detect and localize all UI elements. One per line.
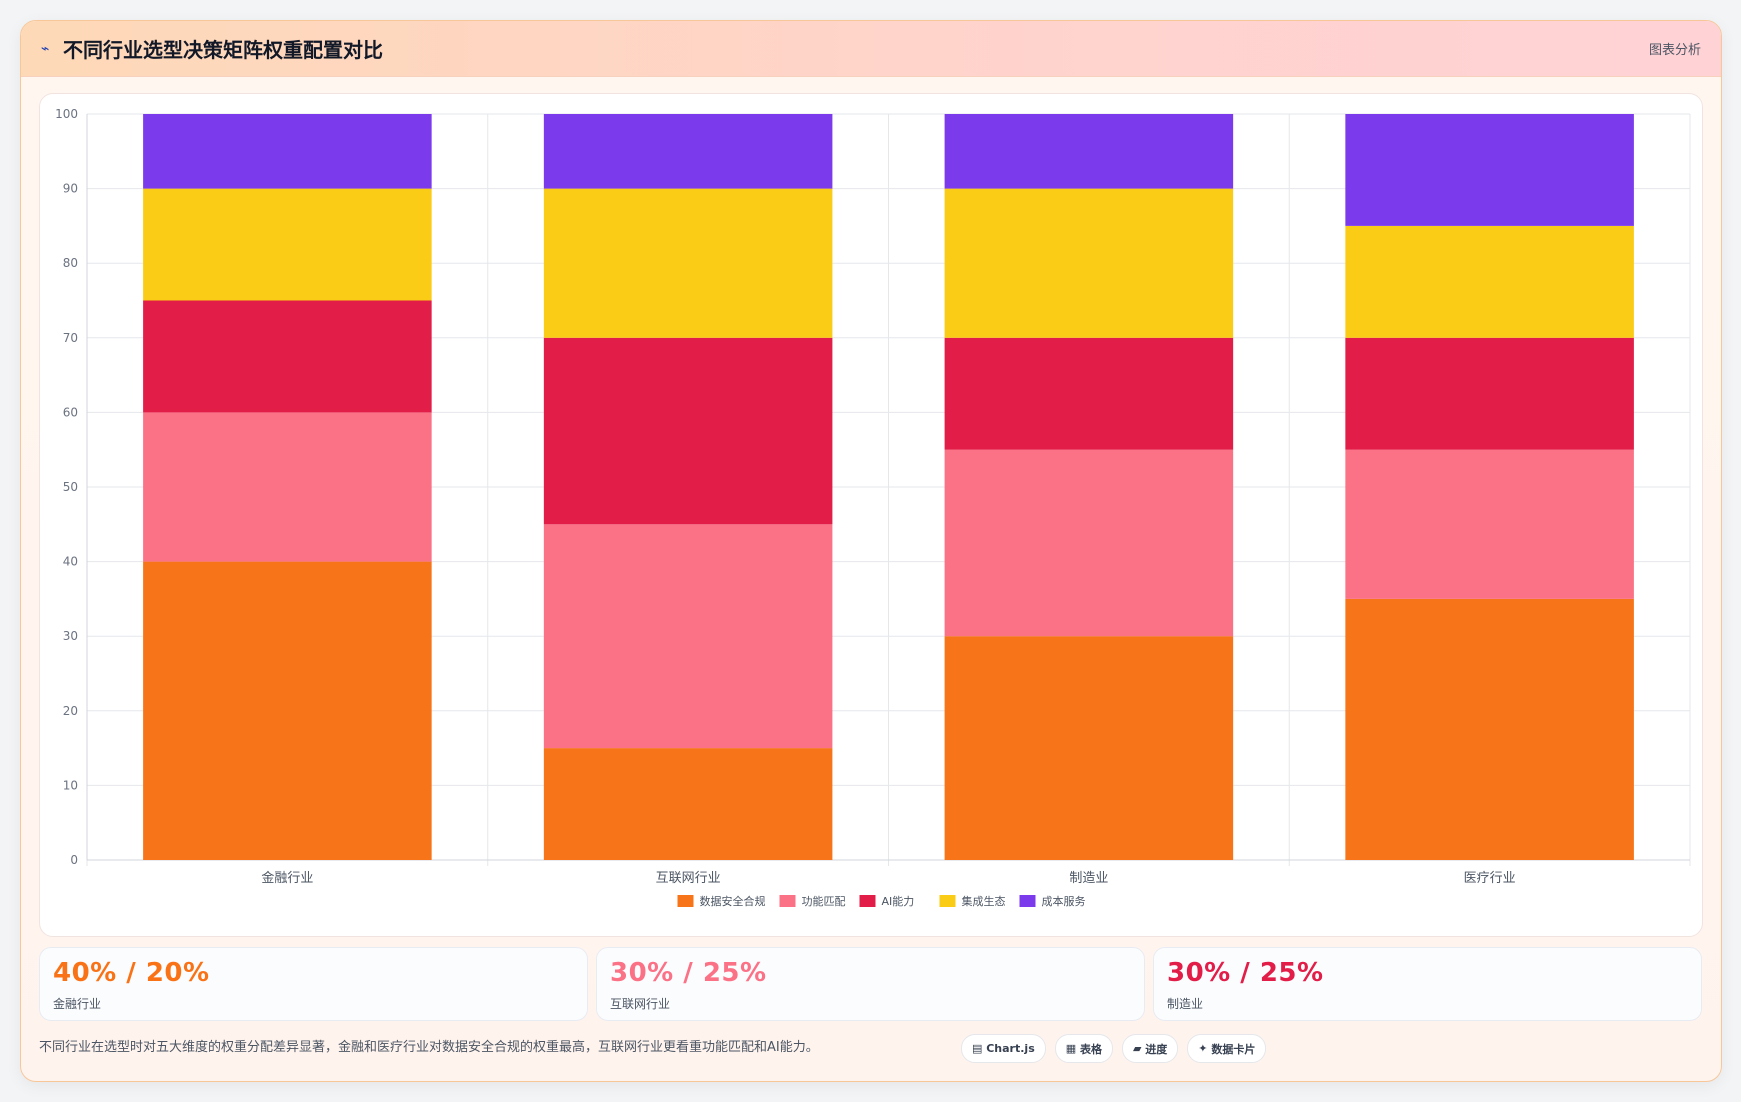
stat-label: 互联网行业 [610,997,671,1011]
bar-segment [944,188,1234,338]
stacked-bar-chart: 0 10 20 30 40 50 60 70 80 90 100 金融行业 互联网行业 制造业 医疗行业数据… [55,107,1691,908]
chart-card: ⌁ 不同行业选型决策矩阵权重配置对比 图表分析 0 10 20 30 40 50 60 70 8… [20,20,1722,1082]
bar-segment [944,449,1234,637]
legend-swatch [1019,895,1036,907]
bar-segment [1345,225,1634,338]
sparkle-icon: ✦ [1198,1042,1212,1055]
stat-card-finance: 40% / 20% 金融行业 [39,947,588,1021]
stat-label: 金融行业 [53,997,102,1011]
table-icon: ▦ [1065,1042,1080,1055]
legend-swatch [677,895,694,907]
bar-segment [944,114,1234,189]
y-tick-label: 80 [63,256,78,270]
y-tick-label: 60 [63,405,78,419]
stat-value: 40% / 20% [53,958,210,988]
stat-value: 30% / 25% [1167,958,1324,988]
y-tick-label: 20 [63,704,78,718]
tag-label: Chart.js [986,1042,1035,1055]
tag-label: 表格 [1079,1042,1102,1056]
y-tick-label: 40 [63,555,78,569]
y-tick-label: 10 [63,778,78,792]
bar-segment [143,561,432,860]
bar-segment [1345,114,1634,226]
y-tick-label: 30 [63,629,78,643]
legend-label: 集成生态 [962,894,1006,908]
page-title: 不同行业选型决策矩阵权重配置对比 [63,38,383,62]
bar-segment [1345,598,1634,860]
bar-segment [543,748,833,860]
stat-value: 30% / 25% [610,958,767,988]
bar-segment [944,337,1234,450]
bar-segment [1345,449,1634,599]
stat-card-internet: 30% / 25% 互联网行业 [596,947,1145,1021]
y-tick-label: 0 [70,853,78,867]
card-header: ⌁ 不同行业选型决策矩阵权重配置对比 图表分析 [21,21,1721,77]
x-tick-label: 医疗行业 [1464,871,1516,886]
legend-swatch [939,895,956,907]
x-tick-label: 互联网行业 [656,871,721,886]
legend-label: 成本服务 [1042,894,1086,908]
bar-segment [543,337,833,525]
tag-table[interactable]: ▦ 表格 [1054,1034,1113,1063]
y-tick-label: 90 [63,182,78,196]
y-tick-label: 50 [63,480,78,494]
chart-panel: 0 10 20 30 40 50 60 70 80 90 100 金融行业 互联网行业 制造业 医疗行业数据… [39,93,1703,937]
tag-label: 进度 [1145,1042,1168,1056]
progress-icon: ▰ [1132,1042,1146,1055]
bar-segment [543,114,833,189]
bar-segment [143,114,432,189]
legend-swatch [779,895,796,907]
tag-chartjs[interactable]: ▤ Chart.js [961,1034,1046,1063]
stats-row: 40% / 20% 金融行业 30% / 25% 互联网行业 30% / 25%… [39,947,1702,1021]
tag-label: 数据卡片 [1211,1042,1256,1056]
bar-segment [1345,337,1634,450]
bar-segment [143,300,432,413]
chart-icon: ⌁ [41,40,50,57]
chart-icon: ▤ [972,1042,987,1055]
stat-label: 制造业 [1167,997,1204,1011]
legend-label: 数据安全合规 [700,894,766,908]
y-tick-label: 100 [55,107,78,121]
stat-card-manufacturing: 30% / 25% 制造业 [1153,947,1702,1021]
legend-label: AI能力 [882,894,915,908]
tag-list: ▤ Chart.js ▦ 表格 ▰ 进度 ✦ 数据卡片 [961,1034,1267,1063]
tag-data-card[interactable]: ✦ 数据卡片 [1187,1034,1267,1063]
x-tick-label: 制造业 [1069,871,1108,886]
x-tick-label: 金融行业 [261,870,313,886]
bar-segment [543,524,833,749]
bar-segment [143,188,432,301]
tag-progress[interactable]: ▰ 进度 [1121,1034,1179,1063]
legend-swatch [859,895,876,907]
chart-analysis-button[interactable]: 图表分析 [1648,43,1701,58]
bar-segment [944,636,1234,860]
summary-text: 不同行业在选型时对五大维度的权重分配差异显著，金融和医疗行业对数据安全合规的权重… [39,1040,819,1055]
bar-segment [543,188,833,338]
legend-label: 功能匹配 [802,894,846,908]
y-tick-label: 70 [63,331,78,345]
bar-segment [143,412,432,562]
